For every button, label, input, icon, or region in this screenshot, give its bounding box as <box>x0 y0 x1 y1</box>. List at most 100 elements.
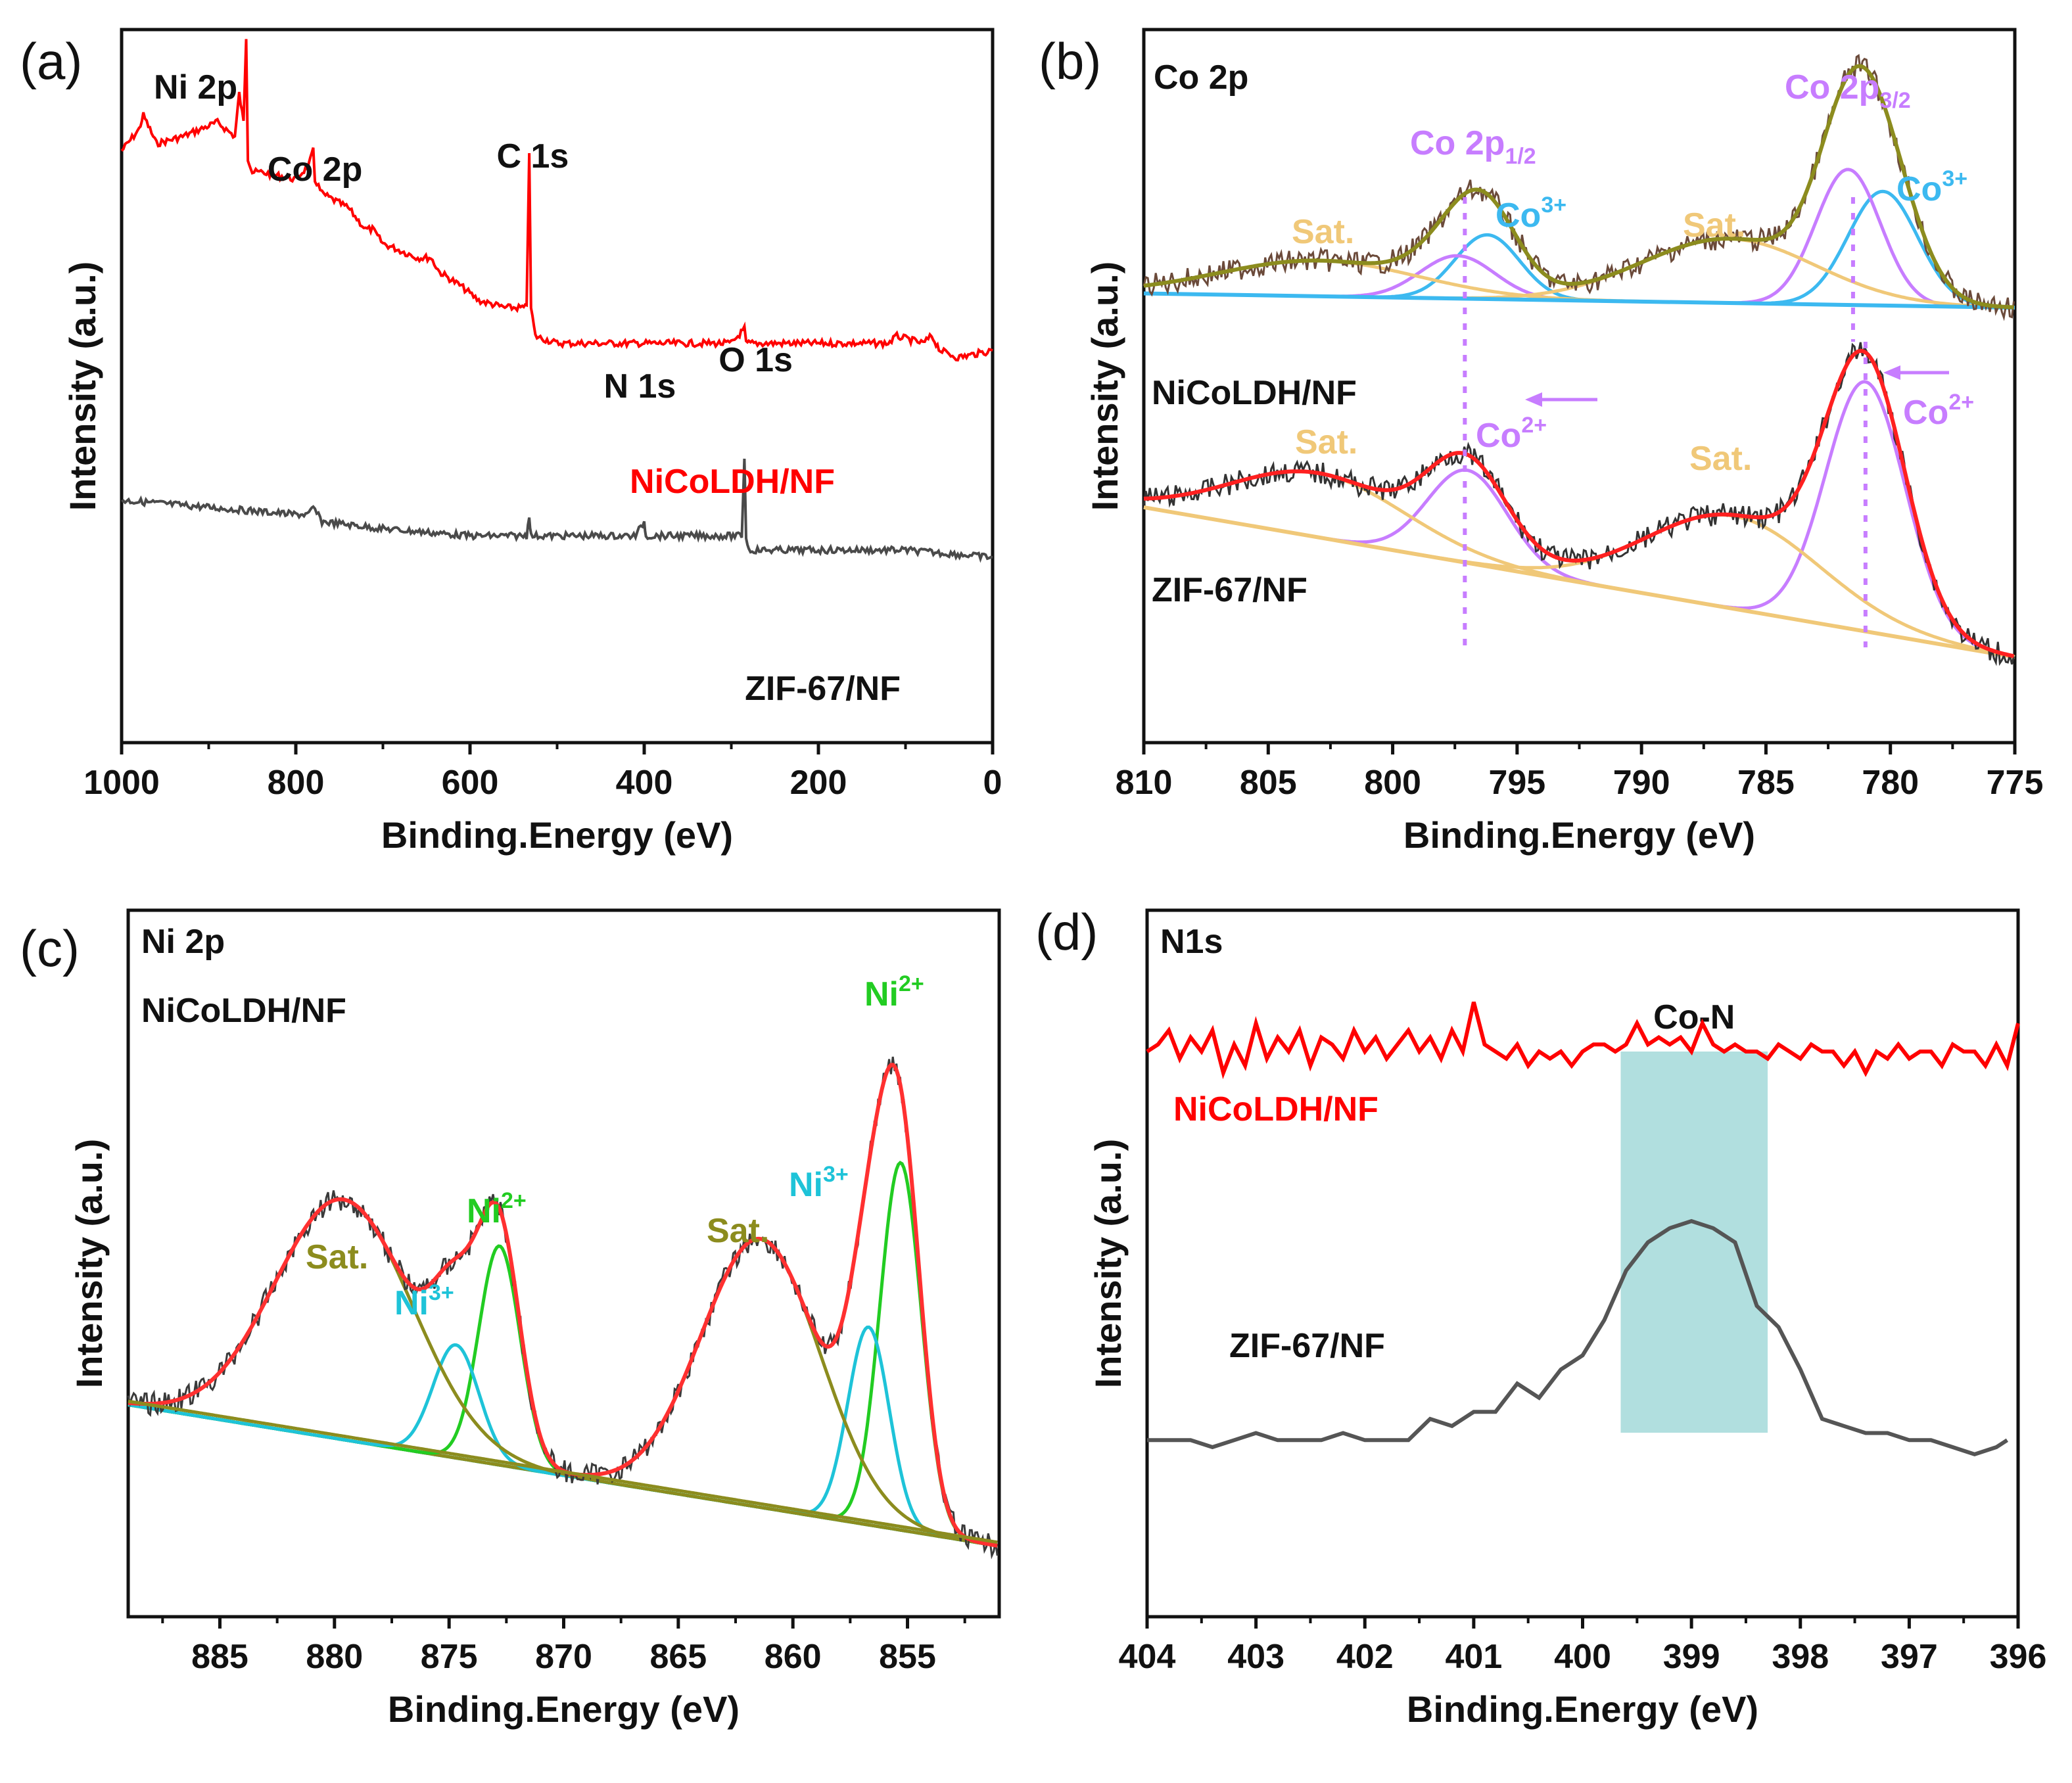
shift-arrowhead <box>1525 392 1542 407</box>
x-tick-label: 600 <box>442 764 499 802</box>
series-line-nicoldh <box>1146 1002 2020 1080</box>
plot-frame <box>120 28 995 745</box>
label-co-2p32: Co 2p3/2 <box>1785 68 1911 113</box>
panel-label: (d) <box>1035 903 1098 961</box>
x-tick-label: 865 <box>649 1638 707 1676</box>
x-tick-label: 805 <box>1240 764 1297 802</box>
peak-label: N 1s <box>603 367 676 405</box>
label-ni2-left: Ni2+ <box>467 1188 527 1230</box>
panel-c: 885 880 875 870 865 860 855 Binding.Energy (eV)… <box>20 908 1001 1730</box>
y-axis-label: Intensity (a.u.) <box>1087 1139 1129 1389</box>
x-tick-label: 790 <box>1613 764 1670 802</box>
x-tick-label: 800 <box>268 764 325 802</box>
series-line-zif67 <box>121 458 993 563</box>
fit-component <box>128 1161 998 1548</box>
raw-spectrum-zif67 <box>1142 342 2015 666</box>
fit-component <box>128 1197 998 1548</box>
x-tick-label: 880 <box>306 1638 363 1676</box>
legend-nicoldh: NiCoLDH/NF <box>630 463 835 501</box>
legend-zif67: ZIF-67/NF <box>745 670 901 708</box>
label-ni2-right: Ni2+ <box>864 971 924 1013</box>
peak-label: C 1s <box>496 137 569 175</box>
x-tick-label: 795 <box>1488 764 1545 802</box>
x-tick-label: 860 <box>765 1638 822 1676</box>
x-tick-label: 400 <box>616 764 673 802</box>
legend-nicoldh: NiCoLDH/NF <box>1152 374 1357 412</box>
fit-baseline-2 <box>128 1399 998 1544</box>
raw-spectrum-nicoldh <box>1142 54 2015 321</box>
fit-envelope-zif67 <box>1143 348 2015 659</box>
label-ni3-left: Ni3+ <box>394 1280 454 1322</box>
panel-subtitle: NiCoLDH/NF <box>141 992 346 1030</box>
x-tick-label: 875 <box>421 1638 478 1676</box>
x-tick-label: 1000 <box>83 764 160 802</box>
fit-baseline-zif67 <box>1143 505 2015 659</box>
plot-frame <box>1145 908 2020 1619</box>
label-sat: Sat. <box>1689 440 1752 478</box>
x-tick-label: 800 <box>1364 764 1421 802</box>
x-tick-label: 780 <box>1862 764 1919 802</box>
x-tick-label: 401 <box>1445 1638 1502 1676</box>
peak-label: O 1s <box>718 341 793 379</box>
fit-baseline-nicoldh <box>1143 291 2015 310</box>
x-tick-label: 810 <box>1116 764 1173 802</box>
label-sat: Sat. <box>1292 213 1354 251</box>
x-tick-label: 399 <box>1663 1638 1720 1676</box>
series-line-nicoldh <box>120 39 993 362</box>
x-tick-label: 775 <box>1987 764 2044 802</box>
label-co3-right: Co3+ <box>1896 166 1967 208</box>
label-co-2p12: Co 2p1/2 <box>1410 124 1536 169</box>
legend-nicoldh: NiCoLDH/NF <box>1173 1090 1378 1128</box>
x-tick-label: 785 <box>1737 764 1795 802</box>
x-tick-label: 396 <box>1990 1638 2047 1676</box>
highlight-label: Co-N <box>1653 998 1735 1036</box>
label-ni3-right: Ni3+ <box>789 1162 849 1204</box>
x-tick-label: 402 <box>1336 1638 1394 1676</box>
y-axis-label: Intensity (a.u.) <box>62 262 103 511</box>
x-axis-label: Binding.Energy (eV) <box>1403 814 1755 856</box>
y-axis-label: Intensity (a.u.) <box>1084 262 1125 511</box>
panel-a: 1000 800 600 400 200 0 Binding.Energy (eV) Inte… <box>20 28 1002 856</box>
label-sat: Sat. <box>707 1212 769 1250</box>
panel-title: N1s <box>1160 923 1223 961</box>
x-tick-label: 400 <box>1554 1638 1611 1676</box>
x-tick-label: 404 <box>1119 1638 1176 1676</box>
x-axis-label: Binding.Energy (eV) <box>381 814 733 856</box>
x-tick-label: 885 <box>191 1638 248 1676</box>
panel-title: Ni 2p <box>141 923 225 961</box>
x-tick-label: 403 <box>1227 1638 1284 1676</box>
fit-component <box>128 1343 998 1548</box>
fit-component-nicoldh <box>1144 189 2014 310</box>
x-axis-label: Binding.Energy (eV) <box>388 1688 740 1730</box>
label-co2-right: Co2+ <box>1903 390 1974 432</box>
co-n-highlight <box>1620 1052 1768 1433</box>
label-sat: Sat. <box>1683 206 1745 244</box>
x-tick-label: 0 <box>983 764 1002 802</box>
x-tick-label: 398 <box>1772 1638 1829 1676</box>
shift-arrowhead <box>1883 365 1900 380</box>
fit-envelope-nicoldh <box>1143 64 2014 310</box>
x-tick-label: 870 <box>535 1638 592 1676</box>
label-co2-left: Co2+ <box>1476 413 1547 455</box>
panel-title: Co 2p <box>1154 58 1248 97</box>
panel-label: (c) <box>20 919 80 977</box>
label-sat: Sat. <box>1295 423 1357 461</box>
x-tick-label: 397 <box>1881 1638 1938 1676</box>
panel-label: (b) <box>1039 32 1101 90</box>
fit-component <box>128 1237 998 1548</box>
fit-component-zif67 <box>1143 380 2014 659</box>
peak-label: Co 2p <box>268 151 362 189</box>
label-sat: Sat. <box>306 1238 368 1276</box>
x-tick-label: 855 <box>879 1638 936 1676</box>
series-line-zif67 <box>1147 1218 2009 1456</box>
panel-b: 810 805 800 795 790 785 780 775 Binding.Energy (… <box>1039 28 2044 856</box>
panel-d: 404 403 402 401 400 399 398 397 396 Binding.Energ… <box>1035 903 2046 1730</box>
legend-zif67: ZIF-67/NF <box>1229 1327 1385 1365</box>
panel-label: (a) <box>20 32 82 90</box>
legend-zif67: ZIF-67/NF <box>1152 571 1307 609</box>
x-axis-label: Binding.Energy (eV) <box>1407 1688 1758 1730</box>
fit-component <box>128 1244 998 1548</box>
label-co3-left: Co3+ <box>1495 193 1566 235</box>
peak-label: Ni 2p <box>154 68 237 106</box>
